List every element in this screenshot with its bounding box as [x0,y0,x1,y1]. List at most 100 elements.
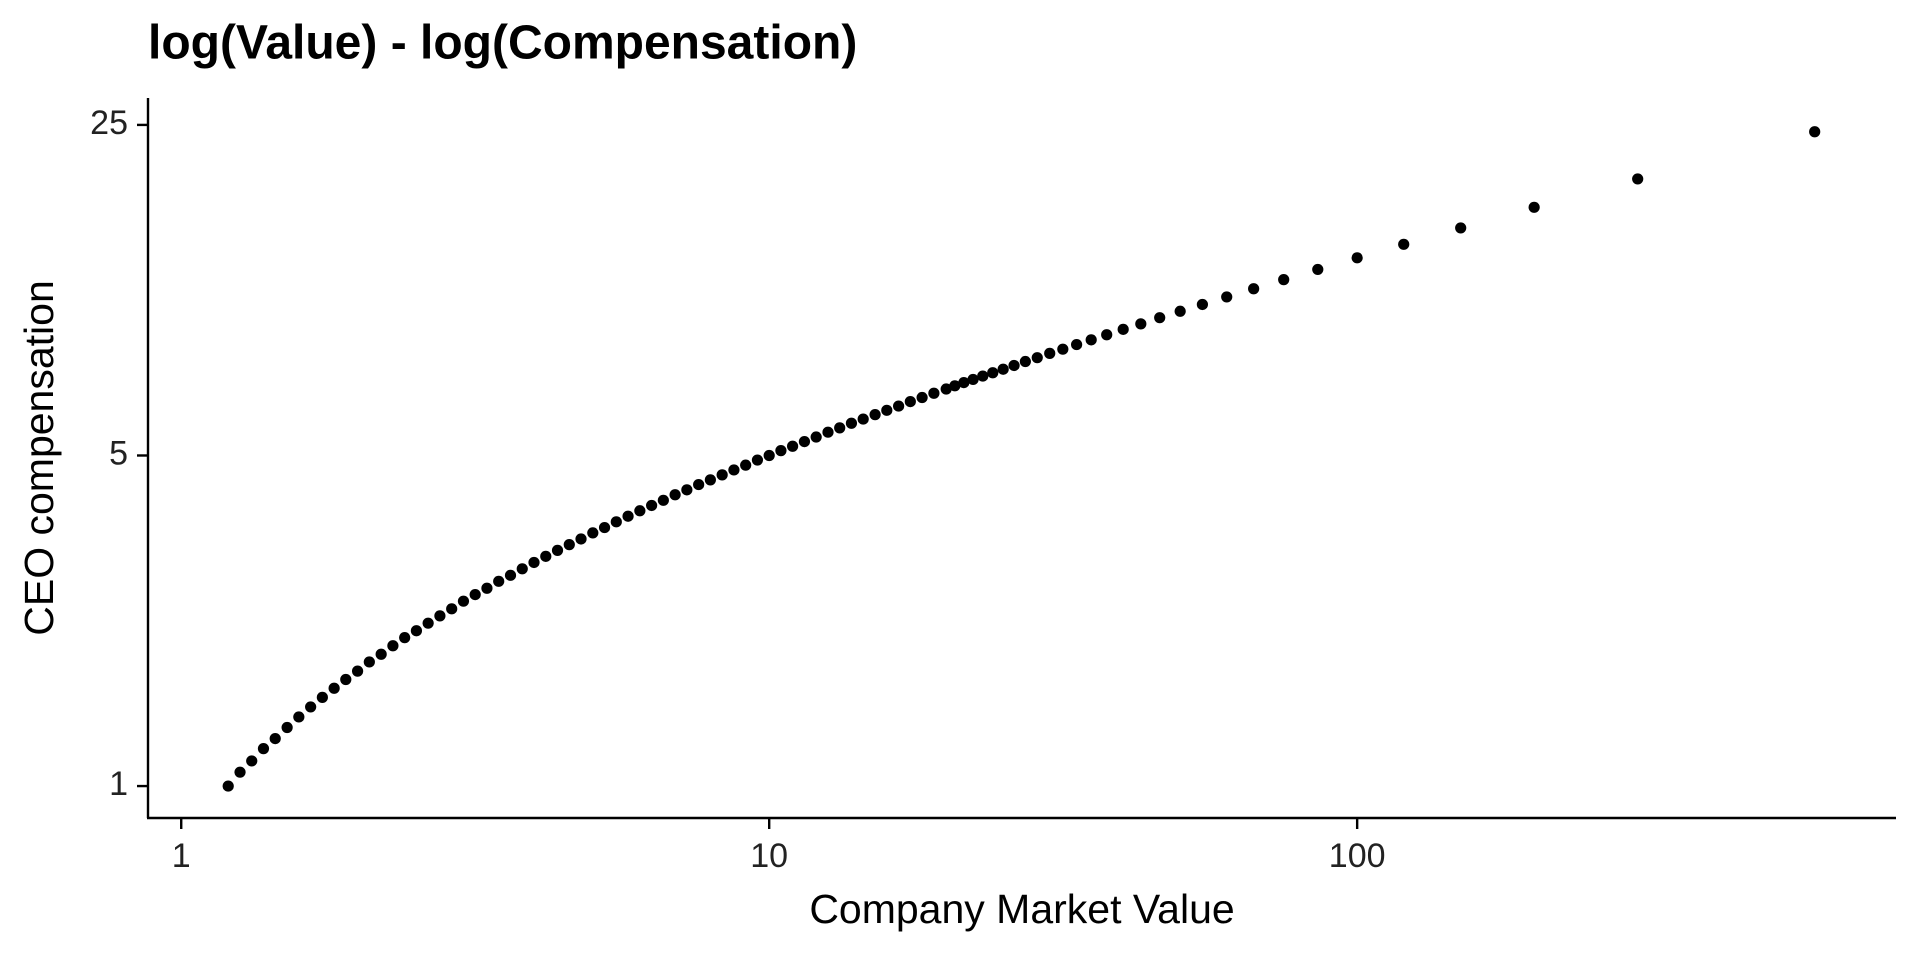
point [940,383,952,395]
point [987,367,999,379]
point [551,544,564,556]
point [857,413,869,425]
point [410,625,423,637]
point [375,648,387,660]
point [528,556,540,569]
point [775,445,787,457]
point [967,373,979,386]
point [1398,238,1410,250]
point [399,632,411,644]
point [693,478,705,491]
point [716,469,728,481]
point [328,682,340,694]
point [293,711,305,723]
point [916,391,928,404]
point [1031,352,1043,364]
point [1085,334,1097,346]
chart-title: log(Value) - log(Compensation) [148,17,857,70]
point [587,527,599,539]
point [1528,201,1540,213]
point [351,665,364,677]
point [704,474,716,486]
point [422,617,434,629]
point [1135,318,1147,330]
point [646,499,658,512]
point [234,766,246,778]
point [222,780,234,792]
y-tick-label: 25 [90,104,128,142]
point [834,422,846,434]
point [822,426,834,438]
point [949,380,961,392]
point [657,494,669,506]
point [1154,312,1166,324]
point [763,449,775,462]
point [269,732,281,745]
x-tick-label: 100 [1329,837,1386,875]
point [810,431,822,443]
point [845,417,858,429]
point [1101,329,1113,341]
point [1008,359,1020,372]
point [1070,338,1083,351]
point [457,595,470,607]
x-axis-title: Company Market Value [809,886,1234,932]
point [446,603,458,615]
point [740,459,752,471]
y-tick-label: 5 [109,434,128,472]
point [997,363,1009,375]
y-axis-title: CEO compensation [16,280,62,636]
point [363,656,375,668]
point [598,521,611,534]
point [434,610,446,622]
point [1019,355,1031,368]
point [481,582,493,594]
point [728,464,740,476]
point [681,484,693,496]
point [893,400,905,412]
point [869,409,881,421]
point [1312,263,1324,276]
point [977,370,989,382]
point [563,539,575,551]
point [622,510,634,522]
point [904,395,916,408]
point [316,691,328,703]
point [305,701,317,713]
point [1044,347,1056,359]
point [387,640,399,652]
point [1174,305,1186,317]
point [798,435,811,448]
point [1248,283,1260,295]
point [246,755,258,767]
point [540,550,552,562]
point [958,376,970,389]
point [669,489,681,501]
x-tick-label: 10 [750,837,788,875]
point [928,387,940,399]
point [1221,291,1233,303]
point [1809,126,1821,138]
point [469,588,481,601]
x-tick-label: 1 [172,837,191,875]
y-tick-label: 1 [109,765,128,803]
point [881,404,893,416]
point [575,533,587,545]
point [1196,298,1209,311]
point [610,516,622,528]
point [1117,323,1129,335]
point [634,505,646,517]
point [1351,252,1363,264]
point [340,673,352,686]
point [786,440,799,452]
point [516,563,528,575]
point [504,569,517,581]
point [1278,274,1290,286]
point [1632,173,1644,185]
point [493,575,505,587]
point [257,743,270,755]
point [281,721,293,734]
point [1057,343,1069,355]
